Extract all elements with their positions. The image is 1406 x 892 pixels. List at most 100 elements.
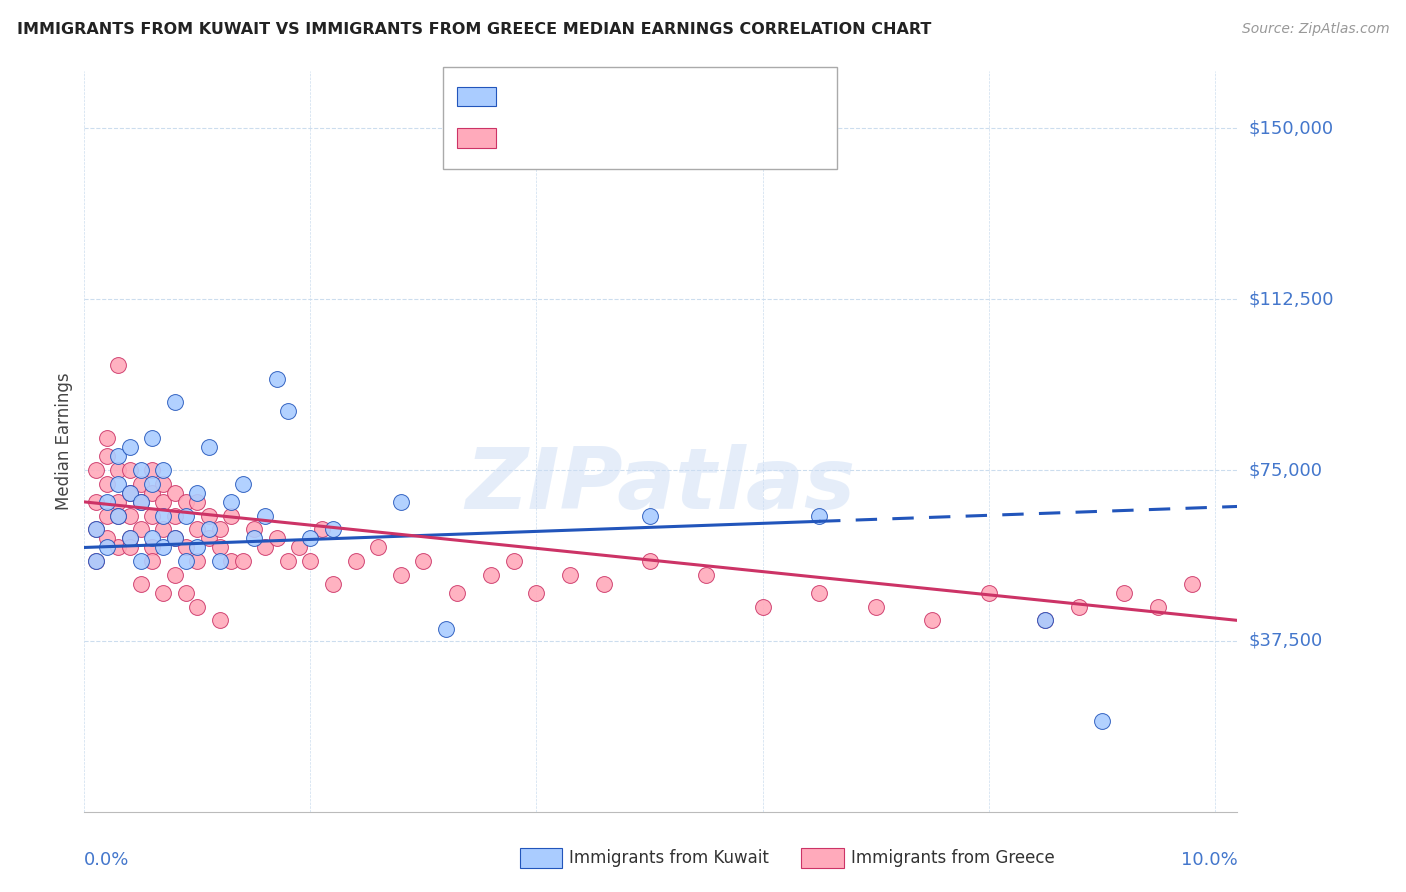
Point: [174, 586, 197, 600]
Point: [129, 495, 152, 509]
Point: [174, 554, 197, 568]
Point: [84, 463, 107, 477]
Point: [107, 541, 129, 555]
Text: -0.258: -0.258: [547, 129, 606, 147]
Text: $75,000: $75,000: [1249, 461, 1323, 479]
Point: [865, 599, 887, 614]
Point: [232, 554, 254, 568]
Point: [163, 485, 186, 500]
Point: [84, 522, 107, 536]
Point: [84, 554, 107, 568]
Point: [96, 541, 118, 555]
Point: [638, 554, 661, 568]
Point: [221, 554, 243, 568]
Point: [186, 522, 208, 536]
Point: [560, 567, 582, 582]
Text: 81: 81: [679, 129, 702, 147]
Point: [96, 508, 118, 523]
Point: [152, 541, 174, 555]
Point: [808, 508, 831, 523]
Point: [129, 476, 152, 491]
Point: [1067, 599, 1090, 614]
Point: [96, 495, 118, 509]
Point: [141, 532, 163, 546]
Point: [266, 532, 288, 546]
Point: [221, 508, 243, 523]
Point: [186, 541, 208, 555]
Text: $150,000: $150,000: [1249, 120, 1333, 137]
Point: [243, 522, 266, 536]
Point: [186, 495, 208, 509]
Point: [141, 541, 163, 555]
Point: [163, 394, 186, 409]
Point: [118, 440, 141, 454]
Point: [186, 485, 208, 500]
Point: [152, 586, 174, 600]
Text: ZIPatlas: ZIPatlas: [465, 444, 856, 527]
Point: [141, 476, 163, 491]
Point: [118, 463, 141, 477]
Point: [129, 554, 152, 568]
Point: [197, 532, 219, 546]
Point: [808, 586, 831, 600]
Point: [208, 541, 231, 555]
Point: [208, 613, 231, 627]
Point: [322, 577, 344, 591]
Point: [118, 485, 141, 500]
Point: [141, 463, 163, 477]
Point: [1147, 599, 1170, 614]
Point: [84, 522, 107, 536]
Point: [266, 372, 288, 386]
Point: [221, 495, 243, 509]
Point: [299, 532, 322, 546]
Point: [152, 476, 174, 491]
Point: [107, 508, 129, 523]
Point: [163, 508, 186, 523]
Point: [526, 586, 548, 600]
Point: [118, 485, 141, 500]
Point: [174, 495, 197, 509]
Point: [163, 532, 186, 546]
Point: [197, 522, 219, 536]
Point: [197, 508, 219, 523]
Point: [107, 495, 129, 509]
Point: [174, 541, 197, 555]
Point: [593, 577, 616, 591]
Text: 10.0%: 10.0%: [1181, 851, 1237, 869]
Text: Immigrants from Kuwait: Immigrants from Kuwait: [569, 849, 769, 867]
Point: [389, 495, 412, 509]
Point: [921, 613, 943, 627]
Point: [118, 532, 141, 546]
Point: [502, 554, 524, 568]
Point: [107, 463, 129, 477]
Point: [96, 532, 118, 546]
Point: [84, 495, 107, 509]
Text: R =: R =: [510, 129, 547, 147]
Point: [1033, 613, 1056, 627]
Point: [174, 508, 197, 523]
Text: 0.063: 0.063: [555, 87, 607, 105]
Point: [129, 463, 152, 477]
Point: [322, 522, 344, 536]
Text: $112,500: $112,500: [1249, 290, 1334, 308]
Point: [129, 577, 152, 591]
Point: [243, 532, 266, 546]
Point: [695, 567, 717, 582]
Point: [311, 522, 333, 536]
Point: [96, 450, 118, 464]
Point: [389, 567, 412, 582]
Point: [479, 567, 502, 582]
Point: [1091, 714, 1114, 728]
Point: [1033, 613, 1056, 627]
Point: [141, 485, 163, 500]
Point: [344, 554, 367, 568]
Point: [107, 508, 129, 523]
Text: N =: N =: [637, 87, 668, 105]
Point: [118, 532, 141, 546]
Point: [1114, 586, 1136, 600]
Point: [129, 522, 152, 536]
Point: [751, 599, 773, 614]
Point: [277, 404, 299, 418]
Point: [152, 522, 174, 536]
Point: [152, 508, 174, 523]
